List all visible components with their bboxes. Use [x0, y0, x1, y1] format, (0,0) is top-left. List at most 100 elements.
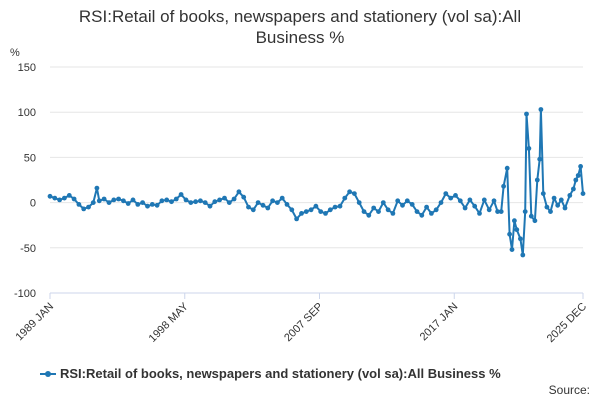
series-point — [424, 204, 429, 210]
series-point — [284, 202, 290, 207]
series-point — [532, 218, 538, 224]
chart-title-line-2: Business % — [255, 28, 345, 47]
series-point — [121, 198, 126, 204]
series-point — [198, 198, 203, 204]
series-point — [409, 202, 415, 207]
series-point — [524, 111, 529, 117]
series-point — [504, 165, 510, 171]
series-point — [551, 195, 557, 201]
legend-series-marker-icon — [40, 369, 56, 379]
series-point — [265, 205, 271, 211]
series-point — [528, 213, 534, 219]
series-point — [507, 231, 512, 237]
series-point — [207, 203, 213, 209]
series-point — [395, 198, 401, 204]
series-point — [90, 200, 96, 206]
y-tick-label: -50 — [20, 243, 36, 255]
series-point — [94, 185, 100, 191]
series-point — [62, 195, 67, 201]
series-point — [555, 202, 561, 208]
y-tick-label: 50 — [24, 152, 36, 164]
series-point — [518, 236, 523, 242]
series-point — [390, 211, 396, 216]
series-point — [231, 196, 237, 202]
legend-series-label: RSI:Retail of books, newspapers and stat… — [60, 366, 501, 381]
series-point — [419, 212, 425, 218]
series-point — [66, 193, 72, 198]
series-point — [303, 209, 309, 215]
series-point — [558, 197, 564, 203]
series-point — [526, 146, 532, 151]
series-point — [159, 198, 165, 204]
series-point — [501, 183, 506, 189]
series-point — [371, 205, 377, 211]
series-point — [327, 207, 333, 213]
series-point — [380, 200, 386, 206]
series-point — [294, 216, 299, 222]
series-point — [578, 164, 583, 169]
series-point — [573, 177, 579, 183]
series-point — [495, 209, 500, 215]
y-tick-label: -100 — [14, 288, 36, 300]
chart-legend[interactable]: RSI:Retail of books, newspapers and stat… — [40, 366, 501, 381]
series-point — [86, 204, 91, 210]
series-point — [270, 198, 275, 204]
series-point — [491, 198, 497, 204]
series-point — [361, 209, 367, 215]
series-point — [481, 197, 487, 203]
series-point — [467, 197, 473, 203]
series-point — [457, 198, 463, 204]
series-point — [548, 209, 553, 215]
series-point — [540, 191, 546, 197]
series-point — [352, 191, 357, 197]
series-point — [47, 193, 53, 199]
x-tick-label: 2025 DEC — [545, 301, 589, 345]
series-point — [567, 193, 573, 198]
chart-plot: 150 100 50 0 -50 -100% 1989 JAN 1998 MAY 2007 SE… — [10, 47, 589, 345]
series-point — [57, 197, 62, 203]
series-point — [356, 200, 362, 206]
series-point — [313, 203, 319, 209]
series-point — [96, 198, 102, 204]
series-point — [544, 204, 550, 210]
series-point — [140, 200, 146, 206]
series-point — [580, 191, 586, 197]
series-point — [246, 204, 251, 210]
series-point — [241, 194, 247, 200]
series-point — [145, 203, 150, 209]
series-point — [453, 193, 458, 198]
series-point — [299, 211, 304, 216]
series-point — [81, 206, 87, 212]
series-point — [236, 189, 242, 195]
series-point — [571, 186, 576, 192]
series-point — [477, 211, 482, 216]
series-point — [188, 200, 194, 206]
series-point — [217, 197, 223, 203]
series-point — [164, 197, 170, 203]
series-point — [332, 204, 338, 210]
series-point — [538, 107, 544, 112]
series-point — [52, 195, 58, 201]
series-point — [154, 202, 160, 208]
chart-title: RSI:Retail of books, newspapers and stat… — [0, 6, 600, 48]
series-line — [49, 108, 584, 256]
series-point — [202, 200, 208, 206]
x-tick-label: 2007 SEP — [282, 301, 326, 345]
series-point — [575, 173, 581, 178]
series-point — [512, 218, 517, 224]
series-point — [385, 207, 391, 213]
x-tick-label: 2017 JAN — [418, 301, 461, 344]
series-point — [318, 209, 324, 215]
x-tick-label: 1989 JAN — [13, 301, 56, 344]
series-point — [414, 209, 420, 215]
series-point — [125, 201, 131, 206]
series-point — [514, 227, 520, 233]
series-point — [438, 200, 444, 206]
series-point — [462, 205, 468, 211]
series-point — [443, 191, 449, 197]
y-tick-label: 150 — [18, 62, 36, 74]
series-point — [173, 196, 179, 202]
series-point — [111, 197, 117, 203]
series-point — [323, 211, 328, 216]
series-point — [149, 202, 155, 207]
